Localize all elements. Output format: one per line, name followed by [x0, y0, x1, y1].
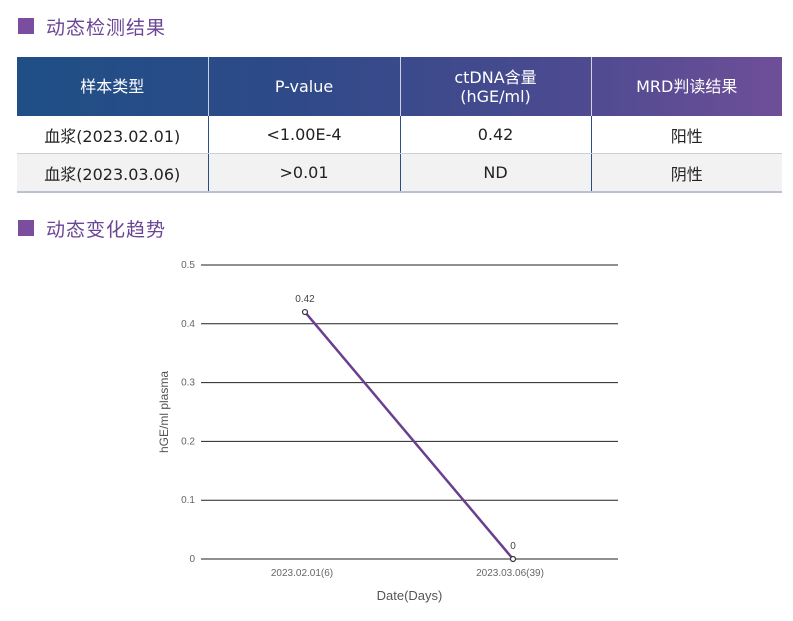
- cell-sample: 血浆(2023.02.01): [17, 116, 209, 154]
- table-row: 血浆(2023.02.01) <1.00E-4 0.42 阳性: [17, 116, 782, 154]
- header-sample-type: 样本类型: [17, 57, 209, 116]
- section-marker-icon: [18, 220, 34, 236]
- chart-y-ticks: 0 0.1 0.2 0.3 0.4 0.5: [181, 260, 195, 565]
- cell-ctdna: ND: [400, 153, 592, 193]
- chart-series: 0.42 0: [295, 294, 517, 563]
- header-ctdna-content: ctDNA含量 (hGE/ml): [400, 57, 592, 116]
- x-axis-label: Date(Days): [377, 588, 443, 603]
- x-tick-label: 2023.03.06(39): [476, 568, 544, 579]
- results-section-title: 动态检测结果: [18, 13, 166, 39]
- cell-ctdna: 0.42: [400, 116, 592, 154]
- data-point: [509, 555, 517, 563]
- chart-gridlines: [201, 264, 618, 560]
- data-label: 0.42: [295, 294, 315, 305]
- y-tick-label: 0.4: [181, 319, 195, 330]
- y-tick-label: 0.3: [181, 378, 195, 389]
- y-tick-label: 0: [189, 554, 195, 565]
- cell-sample: 血浆(2023.03.06): [17, 153, 209, 193]
- results-title-text: 动态检测结果: [46, 16, 167, 39]
- series-line: [304, 311, 514, 560]
- trend-line-chart: 0 0.1 0.2 0.3 0.4 0.5 2023.02.01(6) 2023.03.06…: [157, 260, 618, 603]
- cell-mrd: 阳性: [591, 116, 782, 154]
- trend-section-title: 动态变化趋势: [18, 215, 166, 241]
- table-row: 血浆(2023.03.06) >0.01 ND 阴性: [17, 153, 782, 193]
- table-header-row: 样本类型 P-value ctDNA含量 (hGE/ml) MRD判读结果: [17, 57, 782, 116]
- y-tick-label: 0.1: [181, 495, 195, 506]
- cell-p-value: <1.00E-4: [208, 116, 401, 154]
- trend-title-text: 动态变化趋势: [46, 218, 167, 241]
- cell-mrd: 阴性: [591, 153, 782, 193]
- section-marker-icon: [18, 18, 34, 34]
- y-tick-label: 0.2: [181, 436, 195, 447]
- header-mrd-result: MRD判读结果: [636, 77, 738, 96]
- data-point: [301, 308, 309, 316]
- header-p-value: P-value: [208, 57, 401, 116]
- chart-x-ticks: 2023.02.01(6) 2023.03.06(39): [271, 568, 544, 579]
- data-label: 0: [510, 541, 516, 552]
- results-table: 样本类型 P-value ctDNA含量 (hGE/ml) MRD判读结果 血浆…: [17, 57, 782, 193]
- x-tick-label: 2023.02.01(6): [271, 568, 333, 579]
- y-axis-label: hGE/ml plasma: [157, 371, 171, 453]
- cell-p-value: >0.01: [208, 153, 401, 193]
- y-tick-label: 0.5: [181, 260, 195, 271]
